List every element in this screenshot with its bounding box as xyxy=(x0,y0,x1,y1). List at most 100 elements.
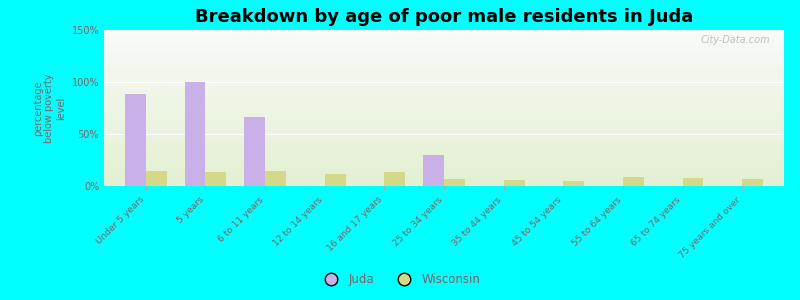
Bar xyxy=(104,75,784,76)
Bar xyxy=(104,105,784,106)
Bar xyxy=(104,85,784,86)
Bar xyxy=(104,156,784,157)
Bar xyxy=(104,165,784,166)
Bar xyxy=(104,45,784,46)
Bar xyxy=(104,63,784,64)
Bar xyxy=(104,88,784,89)
Bar xyxy=(104,131,784,132)
Bar xyxy=(104,72,784,73)
Bar xyxy=(104,116,784,117)
Text: City-Data.com: City-Data.com xyxy=(701,35,770,45)
Bar xyxy=(104,176,784,177)
Bar xyxy=(104,151,784,152)
Bar xyxy=(423,155,444,186)
Bar xyxy=(104,152,784,153)
Bar xyxy=(104,121,784,122)
Bar xyxy=(104,50,784,51)
Bar xyxy=(104,155,784,156)
Bar xyxy=(104,94,784,95)
Bar xyxy=(104,130,784,131)
Bar xyxy=(104,146,784,147)
Bar xyxy=(104,89,784,90)
Bar xyxy=(104,136,784,137)
Bar xyxy=(104,134,784,135)
Legend: Juda, Wisconsin: Juda, Wisconsin xyxy=(314,269,486,291)
Bar xyxy=(104,33,784,34)
Bar xyxy=(104,124,784,125)
Bar xyxy=(104,43,784,44)
Bar xyxy=(104,53,784,54)
Bar xyxy=(104,170,784,171)
Bar xyxy=(104,92,784,93)
Bar xyxy=(104,47,784,48)
Bar xyxy=(104,112,784,113)
Bar xyxy=(104,83,784,84)
Bar xyxy=(104,137,784,138)
Bar xyxy=(384,172,406,186)
Bar xyxy=(104,59,784,60)
Bar xyxy=(104,179,784,180)
Bar xyxy=(104,103,784,104)
Bar xyxy=(104,85,784,86)
Bar xyxy=(104,182,784,183)
Bar xyxy=(104,108,784,109)
Bar xyxy=(104,66,784,67)
Bar xyxy=(104,64,784,65)
Bar xyxy=(104,132,784,133)
Bar xyxy=(104,38,784,39)
Bar xyxy=(104,49,784,50)
Bar xyxy=(104,93,784,94)
Bar xyxy=(104,70,784,71)
Bar xyxy=(104,114,784,115)
Bar xyxy=(104,74,784,75)
Bar xyxy=(623,177,644,186)
Bar xyxy=(104,178,784,179)
Bar xyxy=(104,135,784,136)
Bar xyxy=(104,32,784,33)
Bar xyxy=(104,55,784,56)
Bar xyxy=(104,69,784,70)
Bar xyxy=(104,98,784,99)
Bar xyxy=(104,159,784,160)
Bar xyxy=(104,119,784,120)
Bar xyxy=(104,145,784,146)
Bar xyxy=(104,46,784,47)
Bar xyxy=(104,177,784,178)
Bar xyxy=(104,99,784,100)
Bar xyxy=(104,185,784,186)
Bar xyxy=(104,39,784,40)
Bar xyxy=(185,82,206,186)
Bar xyxy=(104,172,784,173)
Bar xyxy=(104,143,784,144)
Bar xyxy=(104,139,784,140)
Bar xyxy=(104,162,784,163)
Bar xyxy=(563,181,584,186)
Bar xyxy=(104,86,784,87)
Bar xyxy=(104,73,784,74)
Bar xyxy=(104,97,784,98)
Bar xyxy=(104,120,784,121)
Bar xyxy=(104,58,784,59)
Bar xyxy=(104,126,784,127)
Bar xyxy=(104,167,784,168)
Bar xyxy=(104,122,784,123)
Bar xyxy=(104,160,784,161)
Bar xyxy=(104,54,784,55)
Bar xyxy=(125,94,146,186)
Bar xyxy=(104,57,784,58)
Bar xyxy=(104,117,784,118)
Bar xyxy=(104,110,784,111)
Bar xyxy=(104,82,784,83)
Bar xyxy=(444,179,465,186)
Bar xyxy=(104,100,784,101)
Bar xyxy=(104,148,784,149)
Bar xyxy=(104,42,784,43)
Bar xyxy=(104,144,784,145)
Bar xyxy=(104,153,784,154)
Bar xyxy=(104,68,784,69)
Bar xyxy=(104,180,784,181)
Bar xyxy=(104,107,784,108)
Bar xyxy=(104,113,784,114)
Bar xyxy=(104,158,784,159)
Bar xyxy=(104,34,784,35)
